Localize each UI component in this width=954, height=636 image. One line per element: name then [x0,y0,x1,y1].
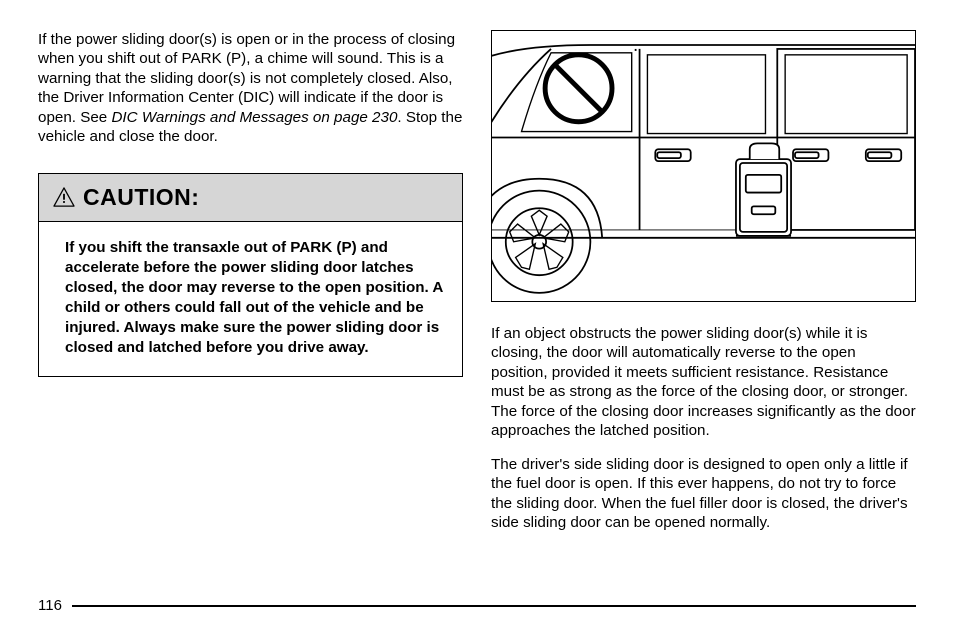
caution-header: CAUTION: [39,174,462,222]
page-number: 116 [38,597,62,614]
caution-title: CAUTION: [83,184,199,211]
right-para-2: The driver's side sliding door is design… [491,455,916,533]
caution-box: CAUTION: If you shift the transaxle out … [38,173,463,377]
caution-body: If you shift the transaxle out of PARK (… [39,222,462,376]
obstruction-bag [736,143,791,235]
footer-rule [72,605,916,607]
paragraph-spacer [491,441,916,455]
left-column: If the power sliding door(s) is open or … [38,30,463,578]
mid-window [647,55,765,134]
no-symbol-icon [545,55,612,122]
tire [492,191,590,293]
warning-triangle-icon [53,187,75,207]
illustration-frame [491,30,916,302]
page-footer: 116 [38,597,916,614]
sliding-door-panel [777,49,915,230]
right-para-1: If an object obstructs the power sliding… [491,324,916,441]
page-content: If the power sliding door(s) is open or … [38,30,916,578]
vehicle-illustration [492,31,915,301]
sliding-door-window [785,55,907,134]
right-column: If an object obstructs the power sliding… [491,30,916,578]
a-pillar [492,49,551,138]
wheel-spokes [510,210,569,269]
intro-paragraph: If the power sliding door(s) is open or … [38,30,463,147]
roof-line [492,45,915,63]
intro-text-italic: DIC Warnings and Messages on page 230 [111,109,397,126]
